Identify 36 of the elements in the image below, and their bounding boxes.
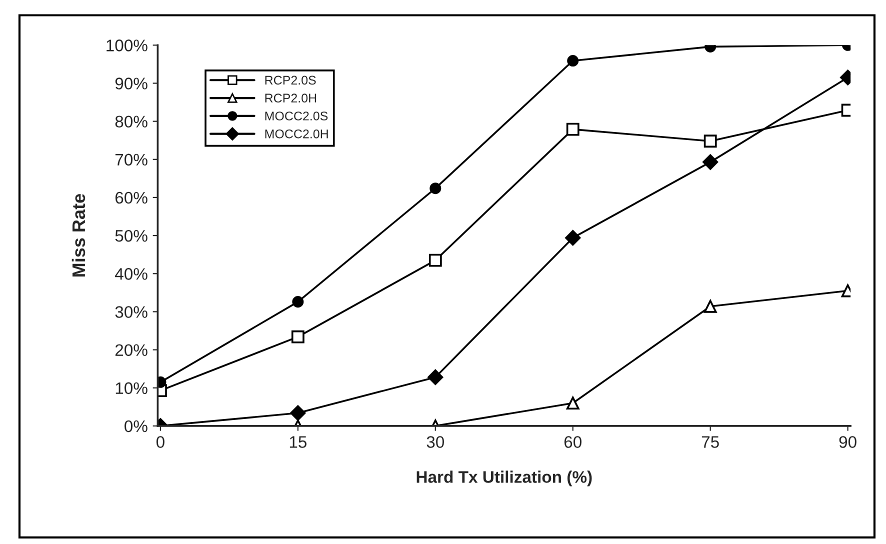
x-tick-label: 0: [156, 436, 164, 448]
point: [292, 296, 304, 308]
point: [702, 154, 718, 170]
point: [430, 182, 442, 194]
legend-label: RCP2.0H: [265, 94, 316, 103]
y-tick-label: 10%: [116, 382, 148, 394]
point: [565, 230, 581, 246]
y-tick-label: 0%: [124, 420, 148, 432]
point: [566, 396, 580, 410]
y-tick-label: 90%: [115, 78, 148, 90]
y-tick-label: 20%: [115, 344, 148, 356]
point: [704, 134, 717, 148]
point: [704, 300, 717, 313]
y-tick-label: 70%: [115, 154, 148, 166]
x-tick-label: 15: [290, 436, 306, 448]
point: [428, 369, 444, 385]
y-tick-label: 40%: [115, 268, 148, 280]
legend-label: MOCC2.0S: [265, 112, 328, 120]
y-tick-label: 60%: [115, 192, 148, 204]
x-axis-title: Hard Tx Utilization (%): [416, 470, 592, 486]
y-tick-label: 50%: [115, 230, 148, 242]
point: [291, 330, 304, 344]
legend-label: RCP2.0S: [265, 76, 316, 85]
x-tick-label: 60: [564, 436, 582, 448]
x-tick-label: 90: [839, 436, 856, 448]
point: [567, 55, 579, 67]
y-axis-title: Miss Rate: [72, 194, 86, 276]
point: [428, 254, 442, 267]
point: [290, 405, 306, 421]
legend-label: MOCC2.0H: [265, 129, 328, 138]
x-tick-label: 75: [702, 436, 719, 448]
y-tick-label: 30%: [115, 306, 148, 318]
x-tick-label: 30: [426, 436, 444, 448]
y-tick-label: 100%: [106, 40, 148, 52]
point: [566, 122, 580, 136]
y-tick-label: 80%: [115, 116, 148, 128]
